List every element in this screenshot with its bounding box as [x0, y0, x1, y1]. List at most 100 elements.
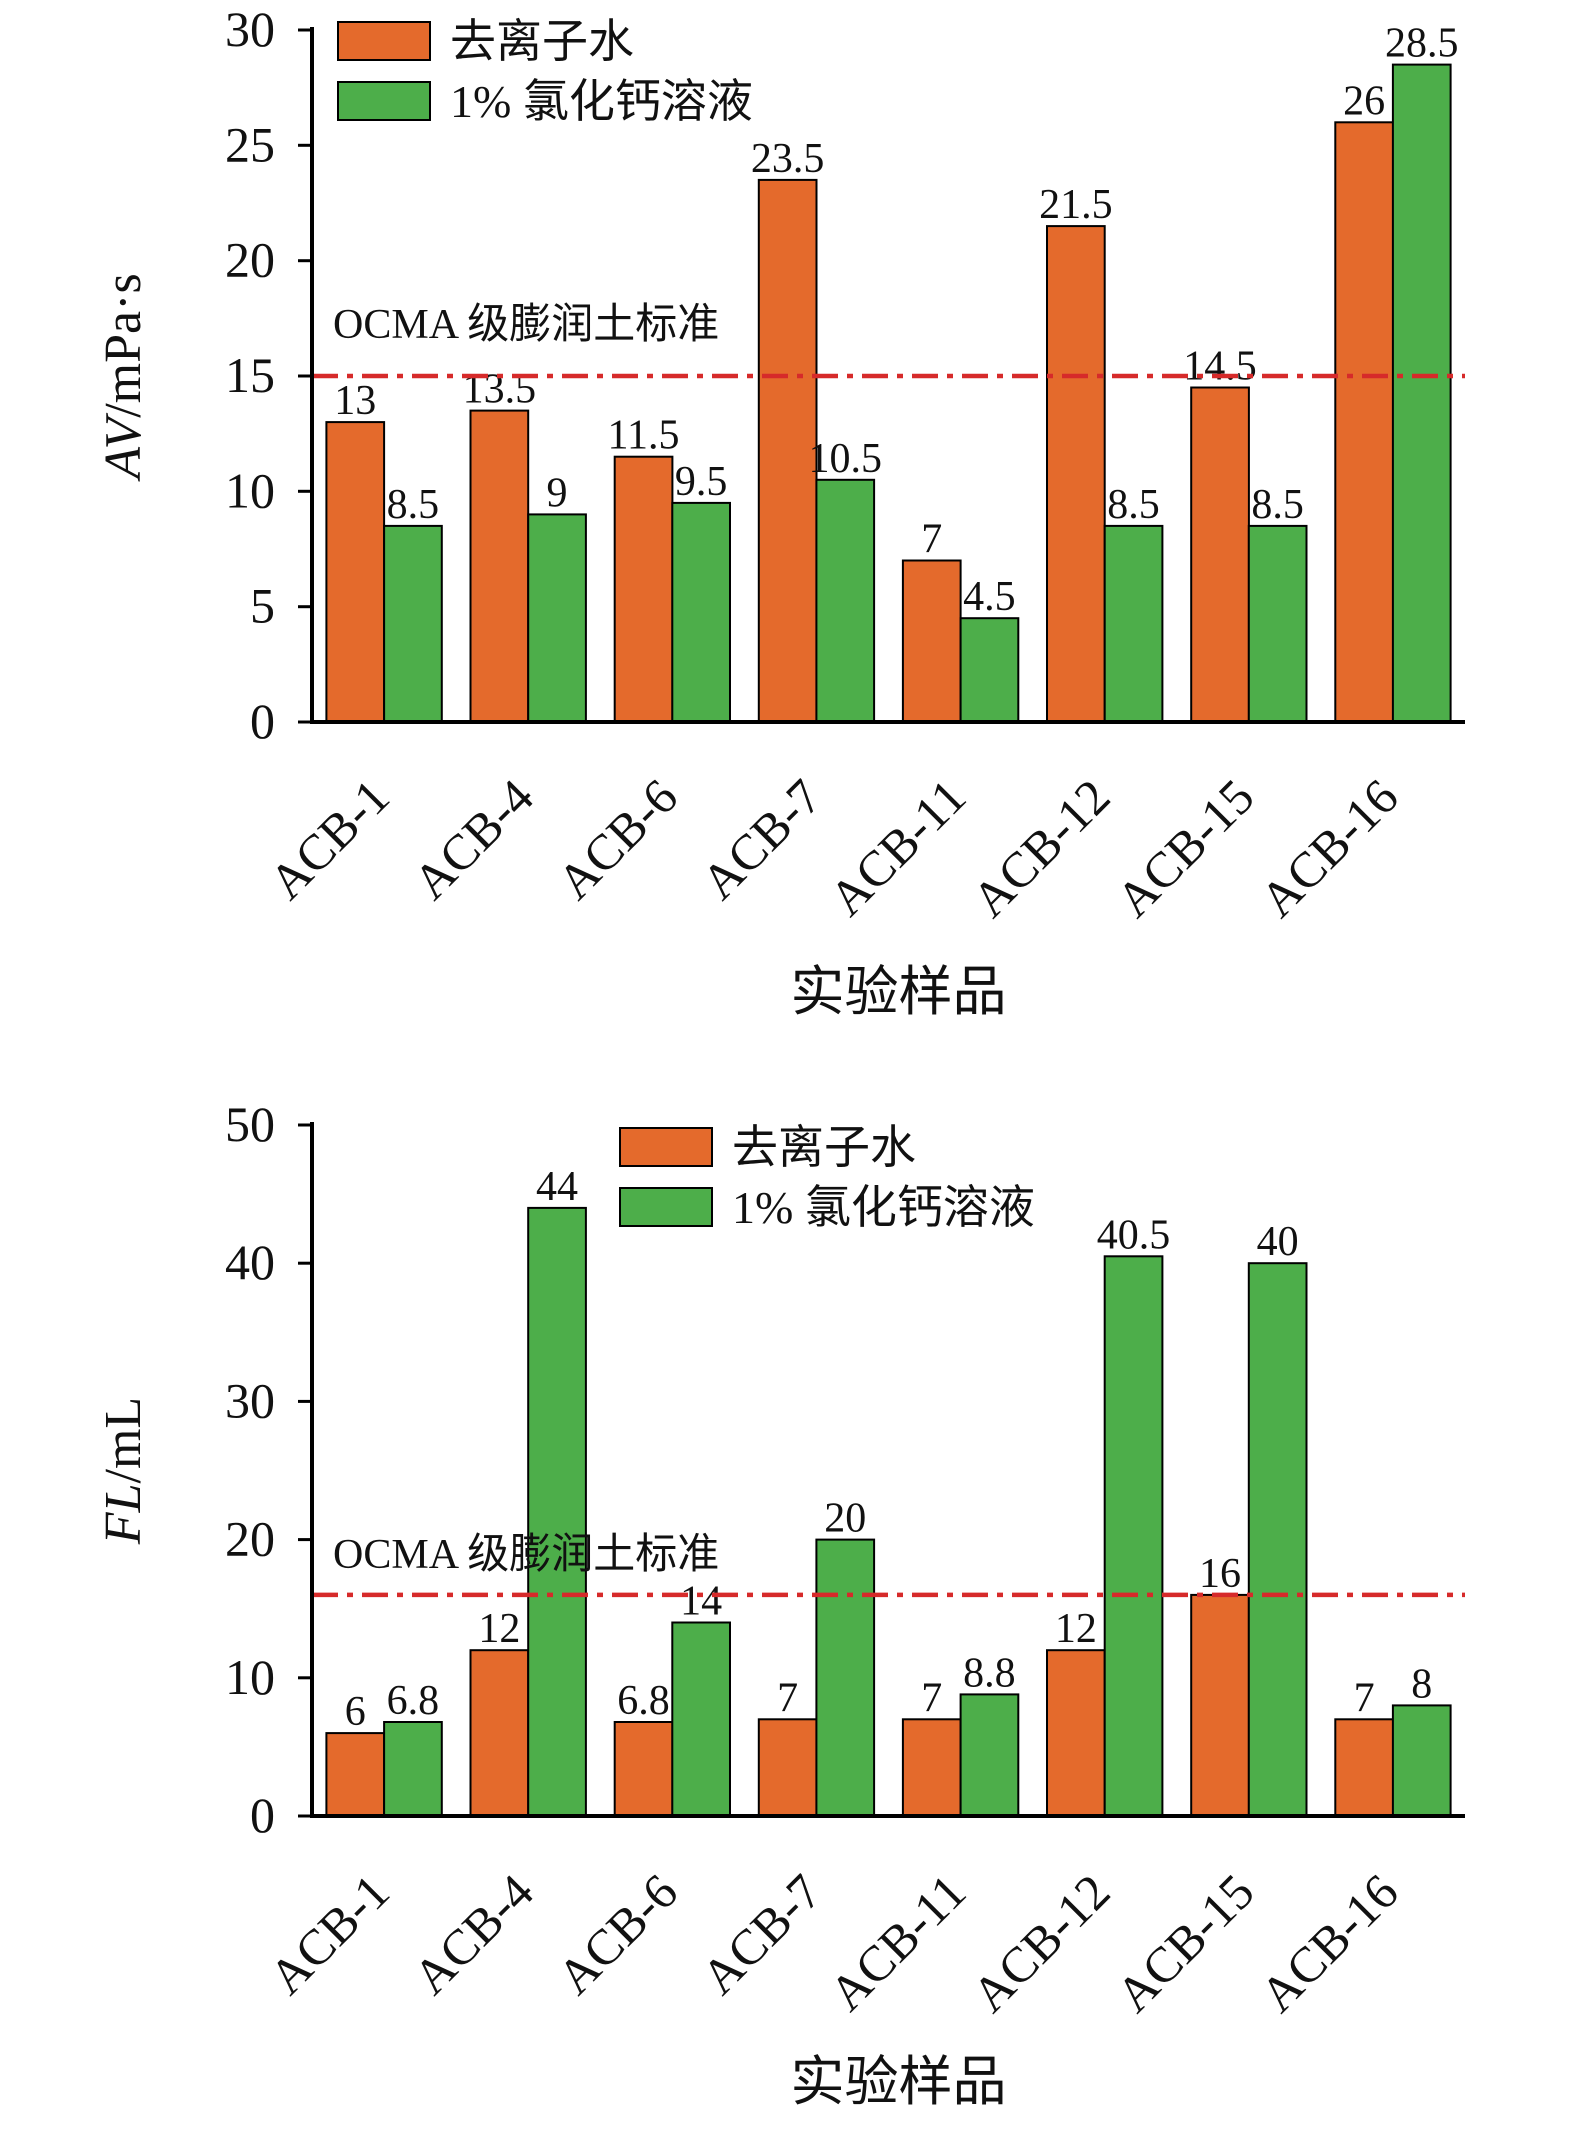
bar-acb-12-series-1: [1046, 1649, 1106, 1817]
bar-acb-11-series-1: [901, 1718, 962, 1818]
data-label: 40: [1257, 1219, 1299, 1265]
bar-acb-12-series-2: [1103, 1255, 1164, 1818]
x-tick-label: ACB-11: [818, 1863, 976, 2021]
data-label: 4.5: [963, 574, 1016, 620]
legend-swatch-2: [619, 1187, 713, 1227]
bar-acb-1-series-2: [383, 524, 443, 724]
x-tick-label: ACB-7: [690, 768, 832, 910]
data-label: 23.5: [751, 136, 825, 182]
bar-acb-1-series-1: [325, 421, 386, 723]
chart-panel-1: 13 13.5 11.5 23.5 7 21.5 14.5 26 8.5 9 9.5 10.5 4.5 8…: [95, 1, 1465, 1022]
data-label: 6: [345, 1689, 366, 1735]
y-axis-label: FL/mL: [95, 1397, 152, 1545]
data-label: 12: [1055, 1606, 1097, 1652]
data-label: 13.5: [463, 367, 537, 413]
data-label: 8.5: [1107, 482, 1160, 528]
bar-acb-7-series-1: [757, 1718, 818, 1818]
y-axis-label: AV/mPa·s: [95, 273, 152, 481]
bar-acb-6-series-1: [613, 1721, 674, 1817]
data-label: 44: [536, 1164, 578, 1210]
x-tick-label: ACB-1: [258, 768, 400, 910]
x-tick-label: ACB-7: [690, 1863, 832, 2005]
bar-acb-11-series-1: [901, 559, 962, 723]
legend: 去离子水 1% 氯化钙溶液: [337, 16, 753, 127]
data-label: 20: [824, 1496, 866, 1542]
legend-label-2: 1% 氯化钙溶液: [450, 76, 753, 127]
data-label: 8.8: [963, 1650, 1016, 1696]
legend-label-1: 去离子水: [450, 16, 634, 67]
x-tick-label: ACB-1: [258, 1863, 400, 2005]
x-tick-label: ACB-16: [1249, 768, 1408, 927]
x-tick-label: ACB-11: [818, 768, 976, 926]
data-label: 7: [777, 1675, 798, 1721]
data-label: 6.8: [617, 1678, 670, 1724]
chart-panel-2: 6 12 6.8 7 7 12 16 7 6.8 44 14 20 8.8 40.5 40 8 OCMA 级膨润…: [95, 1096, 1465, 2112]
y-tick-label: 25: [225, 116, 275, 172]
bar-acb-16-series-2: [1391, 63, 1452, 724]
bar-acb-1-series-1: [325, 1732, 386, 1817]
data-label: 28.5: [1385, 21, 1459, 67]
bar-acb-7-series-2: [815, 478, 876, 723]
data-label: 7: [921, 517, 942, 563]
data-label: 21.5: [1039, 182, 1113, 228]
bar-acb-6-series-2: [671, 1621, 731, 1817]
y-tick-label: 5: [250, 578, 275, 634]
data-label: 16: [1199, 1551, 1241, 1597]
bar-acb-6-series-2: [671, 501, 731, 723]
y-tick-label: 20: [225, 1511, 275, 1567]
bar-acb-16-series-1: [1334, 1718, 1395, 1818]
x-tick-label: ACB-6: [546, 1863, 688, 2005]
bar-acb-4-series-1: [469, 409, 530, 723]
y-tick-label: 40: [225, 1234, 275, 1290]
x-tick-label: ACB-15: [1105, 1863, 1264, 2022]
bar-acb-6-series-1: [613, 455, 674, 723]
data-label: 14: [680, 1579, 722, 1625]
bar-acb-7-series-2: [815, 1538, 876, 1817]
legend-swatch-2: [337, 81, 431, 121]
bar-acb-11-series-2: [959, 617, 1020, 724]
y-tick-label: 20: [225, 232, 275, 288]
bar-acb-15-series-1: [1190, 386, 1250, 723]
x-tick-label: ACB-4: [402, 1863, 544, 2005]
x-tick-label: ACB-16: [1249, 1863, 1408, 2022]
legend-label-1: 去离子水: [732, 1122, 916, 1173]
bar-acb-7-series-1: [757, 178, 818, 723]
data-label: 9.5: [675, 459, 728, 505]
reference-line-label: OCMA 级膨润土标准: [333, 302, 719, 348]
x-axis-label: 实验样品: [791, 2052, 1007, 2112]
bar-acb-15-series-1: [1190, 1593, 1250, 1818]
data-label: 13: [334, 378, 376, 424]
legend: 去离子水 1% 氯化钙溶液: [619, 1122, 1035, 1233]
x-tick-label: ACB-12: [961, 768, 1120, 927]
y-tick-label: 30: [225, 1372, 275, 1428]
bar-acb-15-series-2: [1247, 524, 1308, 724]
data-label: 8: [1411, 1661, 1432, 1707]
bar-acb-4-series-2: [527, 1206, 587, 1817]
x-tick-label: ACB-12: [961, 1863, 1120, 2022]
y-tick-label: 15: [225, 347, 275, 403]
x-tick-label: ACB-4: [402, 768, 544, 910]
x-tick-label: ACB-6: [546, 768, 688, 910]
y-tick-label: 0: [250, 1787, 275, 1843]
data-label: 40.5: [1097, 1212, 1171, 1258]
bar-acb-15-series-2: [1247, 1262, 1308, 1817]
y-tick-label: 50: [225, 1096, 275, 1152]
data-label: 7: [921, 1675, 942, 1721]
bar-acb-12-series-2: [1103, 524, 1164, 724]
bar-acb-4-series-1: [469, 1649, 530, 1817]
y-tick-label: 10: [225, 1649, 275, 1705]
reference-line-label: OCMA 级膨润土标准: [333, 1532, 719, 1578]
y-tick-label: 30: [225, 1, 275, 57]
bar-acb-16-series-2: [1391, 1704, 1452, 1818]
bar-acb-16-series-1: [1334, 121, 1395, 724]
bar-acb-1-series-2: [383, 1721, 443, 1817]
legend-swatch-1: [619, 1127, 713, 1167]
data-label: 26: [1343, 78, 1385, 124]
x-axis-label: 实验样品: [791, 962, 1007, 1022]
data-label: 14.5: [1183, 344, 1257, 390]
bar-acb-11-series-2: [959, 1693, 1020, 1818]
bar-acb-4-series-2: [527, 513, 587, 724]
data-label: 10.5: [809, 436, 883, 482]
data-label: 6.8: [387, 1678, 440, 1724]
